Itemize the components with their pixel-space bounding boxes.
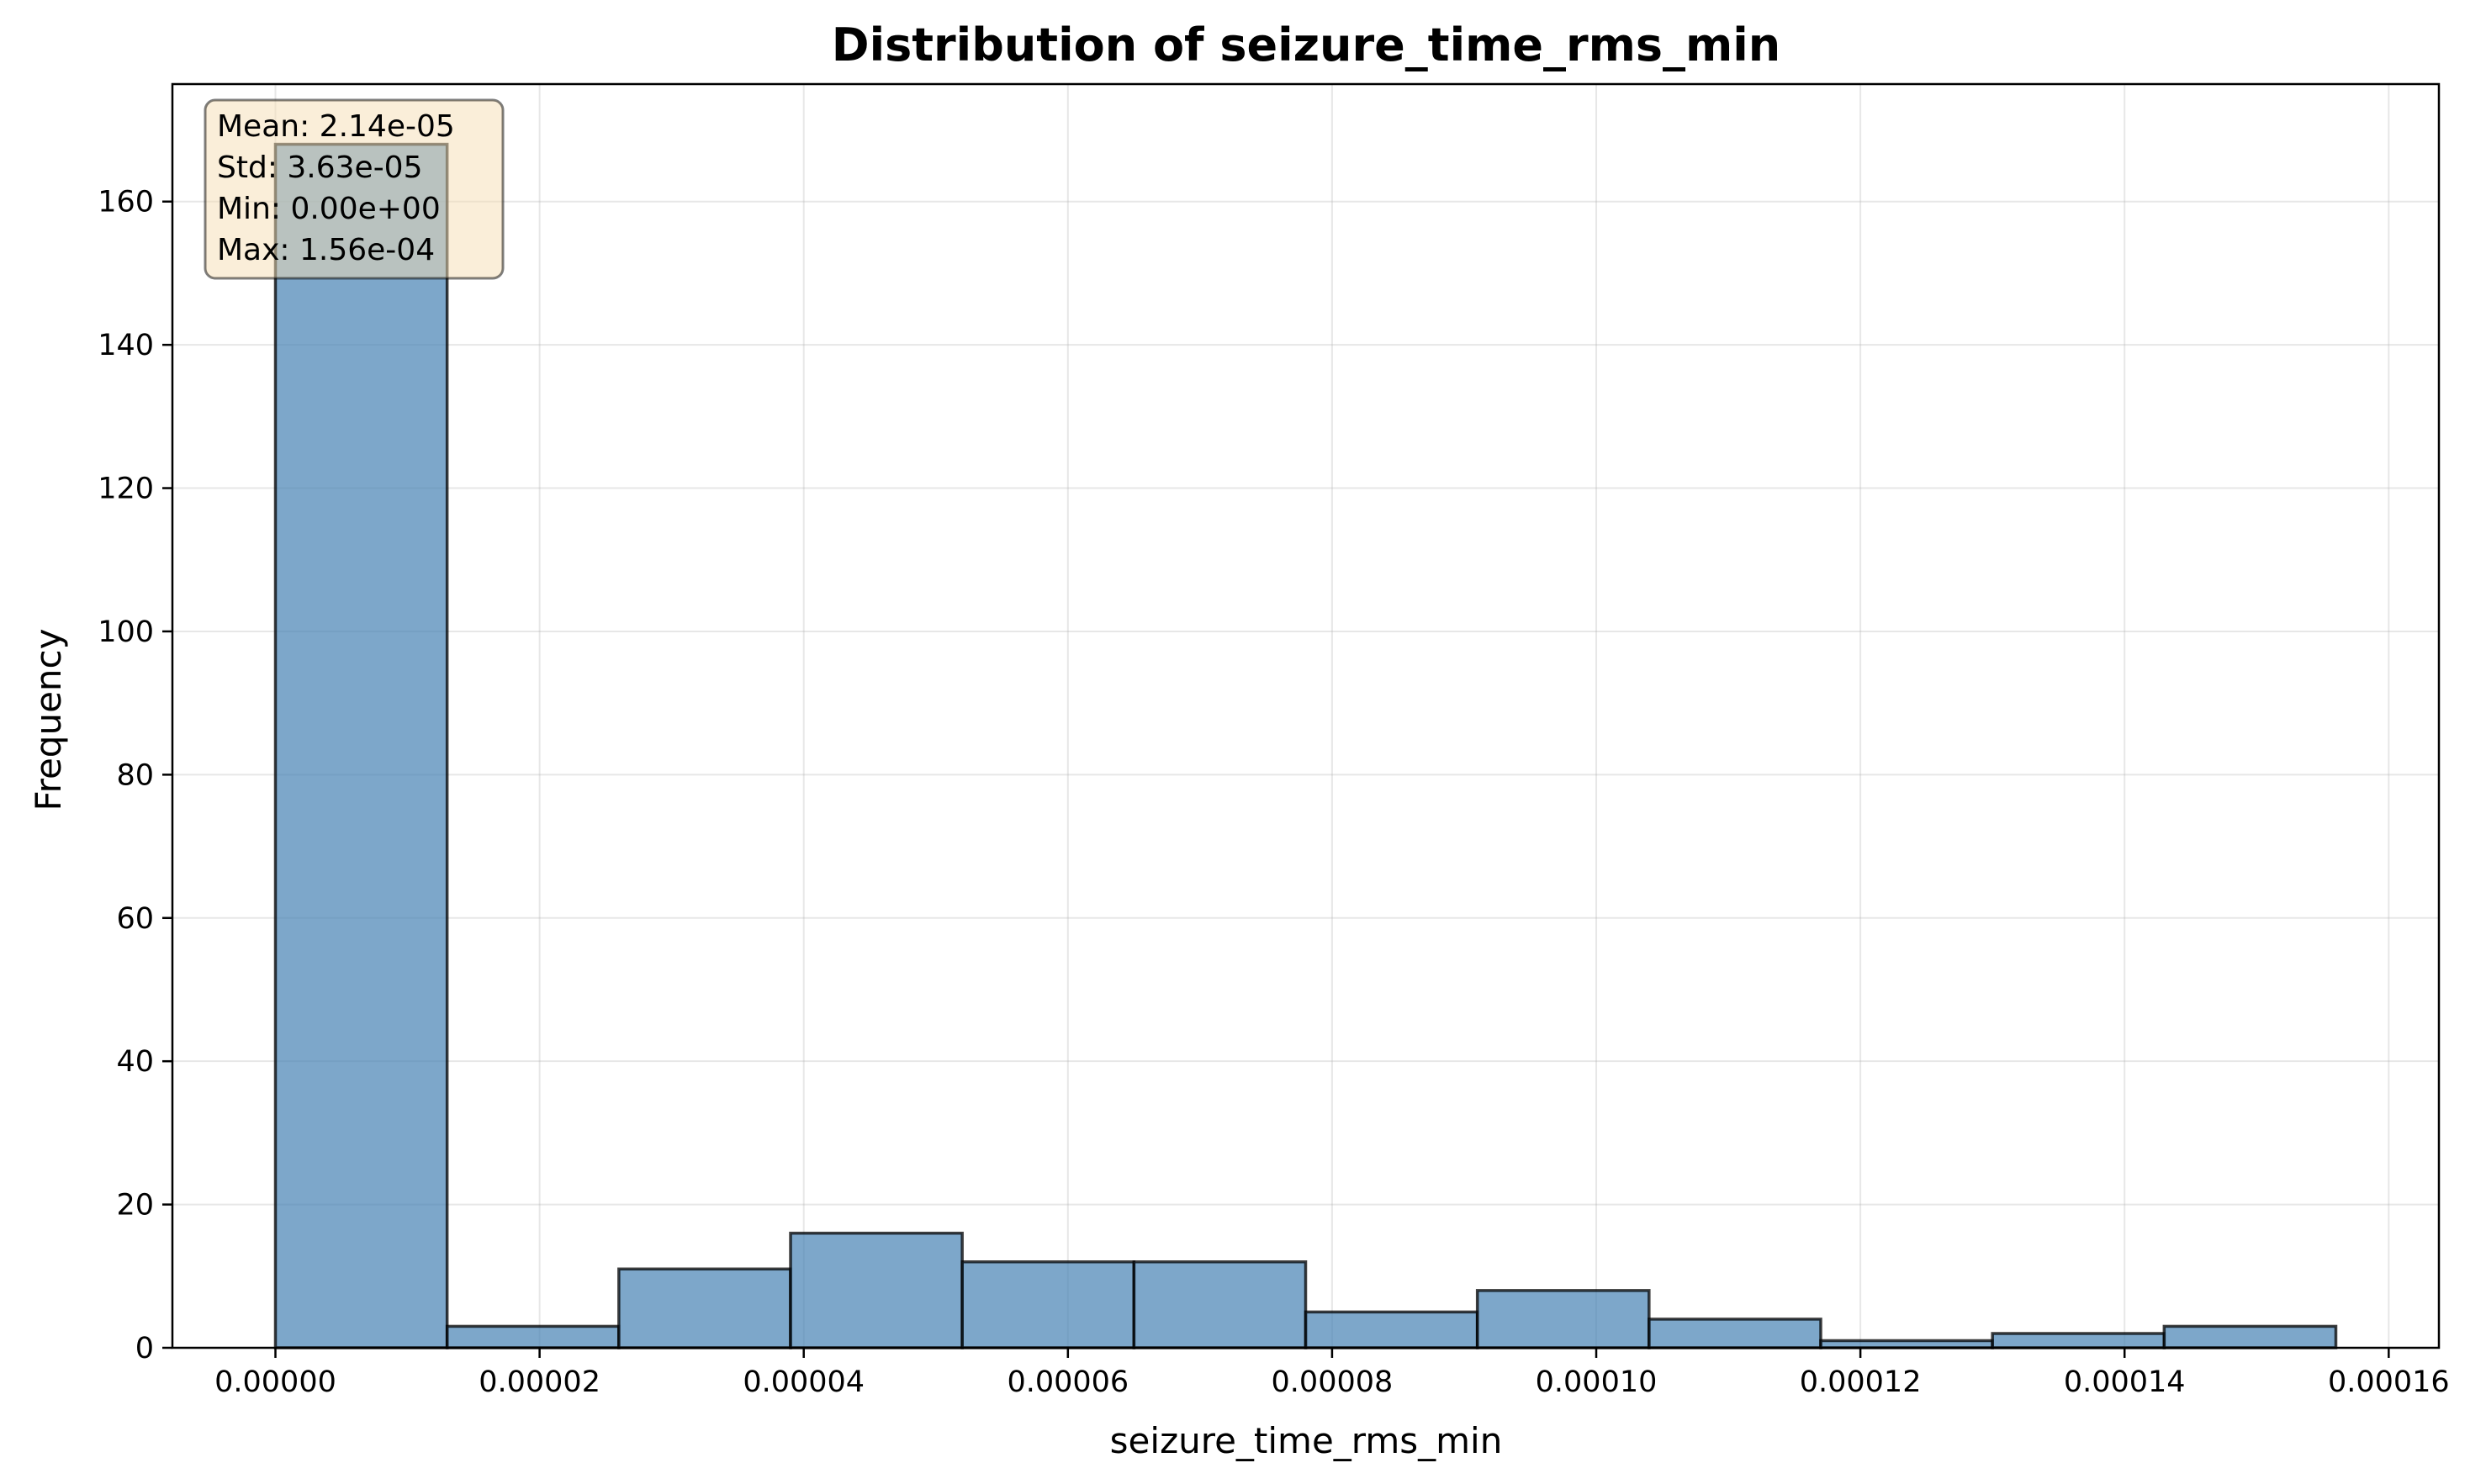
x-axis-label: seizure_time_rms_min <box>1110 1420 1503 1461</box>
stats-mean: Mean: 2.14e-05 <box>217 109 455 144</box>
x-axis-ticks: 0.00000 0.00002 0.00004 0.00006 0.00008 0.000… <box>214 1348 2450 1399</box>
stats-max: Max: 1.56e-04 <box>217 233 435 267</box>
histogram-bar-11 <box>2162 1324 2338 1349</box>
histogram-bar-2 <box>617 1267 792 1349</box>
y-tick-label-4: 80 <box>116 758 154 792</box>
y-tick-label-8: 160 <box>98 186 154 219</box>
y-tick-label-5: 100 <box>98 615 154 649</box>
histogram-bar-4 <box>960 1260 1136 1349</box>
stats-min: Min: 0.00e+00 <box>217 192 441 226</box>
x-tick-label-8: 0.00016 <box>2328 1365 2450 1399</box>
y-tick-label-7: 140 <box>98 329 154 362</box>
x-tick-label-6: 0.00012 <box>1800 1365 1922 1399</box>
y-tick-label-2: 40 <box>116 1045 154 1079</box>
x-tick-label-0: 0.00000 <box>214 1365 336 1399</box>
y-tick-label-6: 120 <box>98 473 154 506</box>
histogram-bar-8 <box>1648 1318 1822 1349</box>
x-tick-label-4: 0.00008 <box>1272 1365 1394 1399</box>
y-axis-ticks: 0 20 40 60 80 100 120 140 160 <box>98 186 172 1365</box>
stats-std: Std: 3.63e-05 <box>217 151 423 185</box>
y-axis-label: Frequency <box>28 629 69 811</box>
histogram-bar-3 <box>789 1231 964 1349</box>
y-tick-label-3: 60 <box>116 902 154 936</box>
x-tick-label-3: 0.00006 <box>1007 1365 1129 1399</box>
stats-box: Mean: 2.14e-05 Std: 3.63e-05 Min: 0.00e+… <box>204 98 505 280</box>
histogram-bar-1 <box>445 1324 621 1349</box>
y-tick-label-1: 20 <box>116 1189 154 1223</box>
x-tick-label-1: 0.00002 <box>479 1365 600 1399</box>
histogram-bar-5 <box>1132 1260 1308 1349</box>
y-tick-label-0: 0 <box>135 1332 154 1365</box>
histogram-bar-9 <box>1819 1339 1994 1349</box>
x-tick-label-2: 0.00004 <box>743 1365 865 1399</box>
grid <box>172 84 2439 1349</box>
x-tick-label-7: 0.00014 <box>2064 1365 2186 1399</box>
histogram-bar-7 <box>1475 1289 1651 1349</box>
stats-box-background <box>204 98 505 280</box>
chart-title: Distribution of seizure_time_rms_min <box>832 18 1780 71</box>
histogram-bar-0 <box>273 142 449 1349</box>
x-tick-label-5: 0.00010 <box>1536 1365 1658 1399</box>
histogram-bars <box>273 142 2338 1349</box>
histogram-bar-6 <box>1304 1310 1479 1349</box>
plot-area-frame <box>171 82 2441 1349</box>
histogram-bar-10 <box>1991 1332 2166 1349</box>
